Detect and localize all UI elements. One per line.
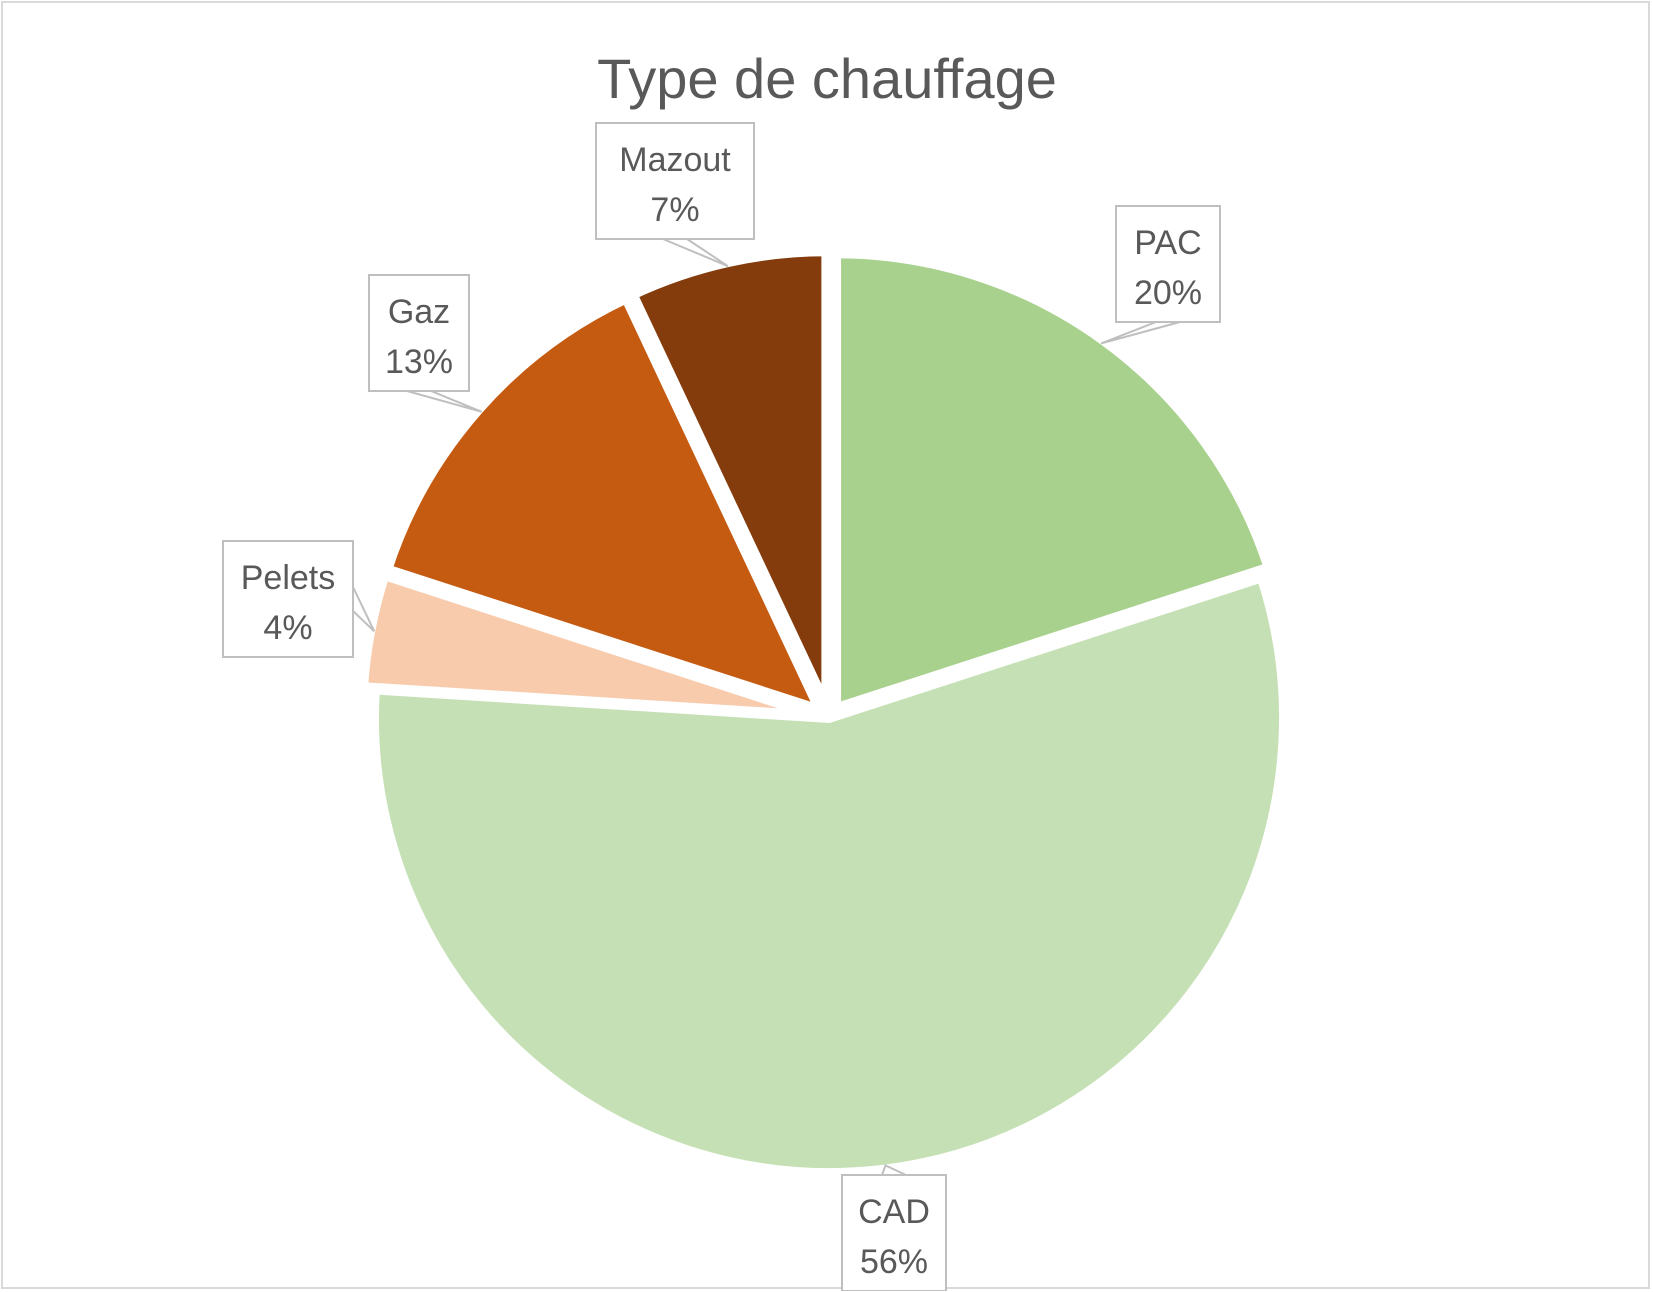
data-label-category: Pelets <box>241 559 336 597</box>
pie-chart: Type de chauffage PAC 20% CAD 56% Pelets 4% Ga… <box>222 47 1289 1291</box>
callout-box <box>222 540 354 658</box>
chart-title: Type de chauffage <box>597 47 1057 110</box>
pie-slice-gaz <box>380 291 830 719</box>
data-label-percent: 7% <box>650 191 699 229</box>
callout-pointer <box>662 238 729 268</box>
pie-slice-mazout <box>625 246 832 709</box>
data-label-mazout: Mazout 7% <box>595 122 755 268</box>
callout-pointer <box>406 390 483 413</box>
data-label-category: CAD <box>858 1193 930 1231</box>
pie-slice-pac <box>831 248 1276 716</box>
data-label-percent: 4% <box>263 609 312 647</box>
callout-box <box>595 122 755 240</box>
pie-slices <box>357 246 1289 1178</box>
callout-box <box>841 1174 947 1291</box>
data-label-percent: 13% <box>385 343 453 381</box>
callout-box <box>368 274 470 392</box>
data-label-callouts: PAC 20% CAD 56% Pelets 4% Gaz 13% Mazout 7% <box>222 122 1221 1291</box>
data-label-pelets: Pelets 4% <box>222 540 376 658</box>
data-label-category: Mazout <box>619 141 731 179</box>
data-label-percent: 56% <box>860 1243 928 1281</box>
data-label-category: PAC <box>1134 224 1201 262</box>
data-label-percent: 20% <box>1134 274 1202 312</box>
data-label-gaz: Gaz 13% <box>368 274 483 413</box>
data-label-pac: PAC 20% <box>1100 205 1221 345</box>
callout-box <box>1115 205 1221 323</box>
data-label-cad: CAD 56% <box>841 1164 947 1291</box>
data-label-category: Gaz <box>388 293 450 331</box>
callout-pointer <box>1100 321 1181 345</box>
pie-slice-pelets <box>357 568 819 721</box>
